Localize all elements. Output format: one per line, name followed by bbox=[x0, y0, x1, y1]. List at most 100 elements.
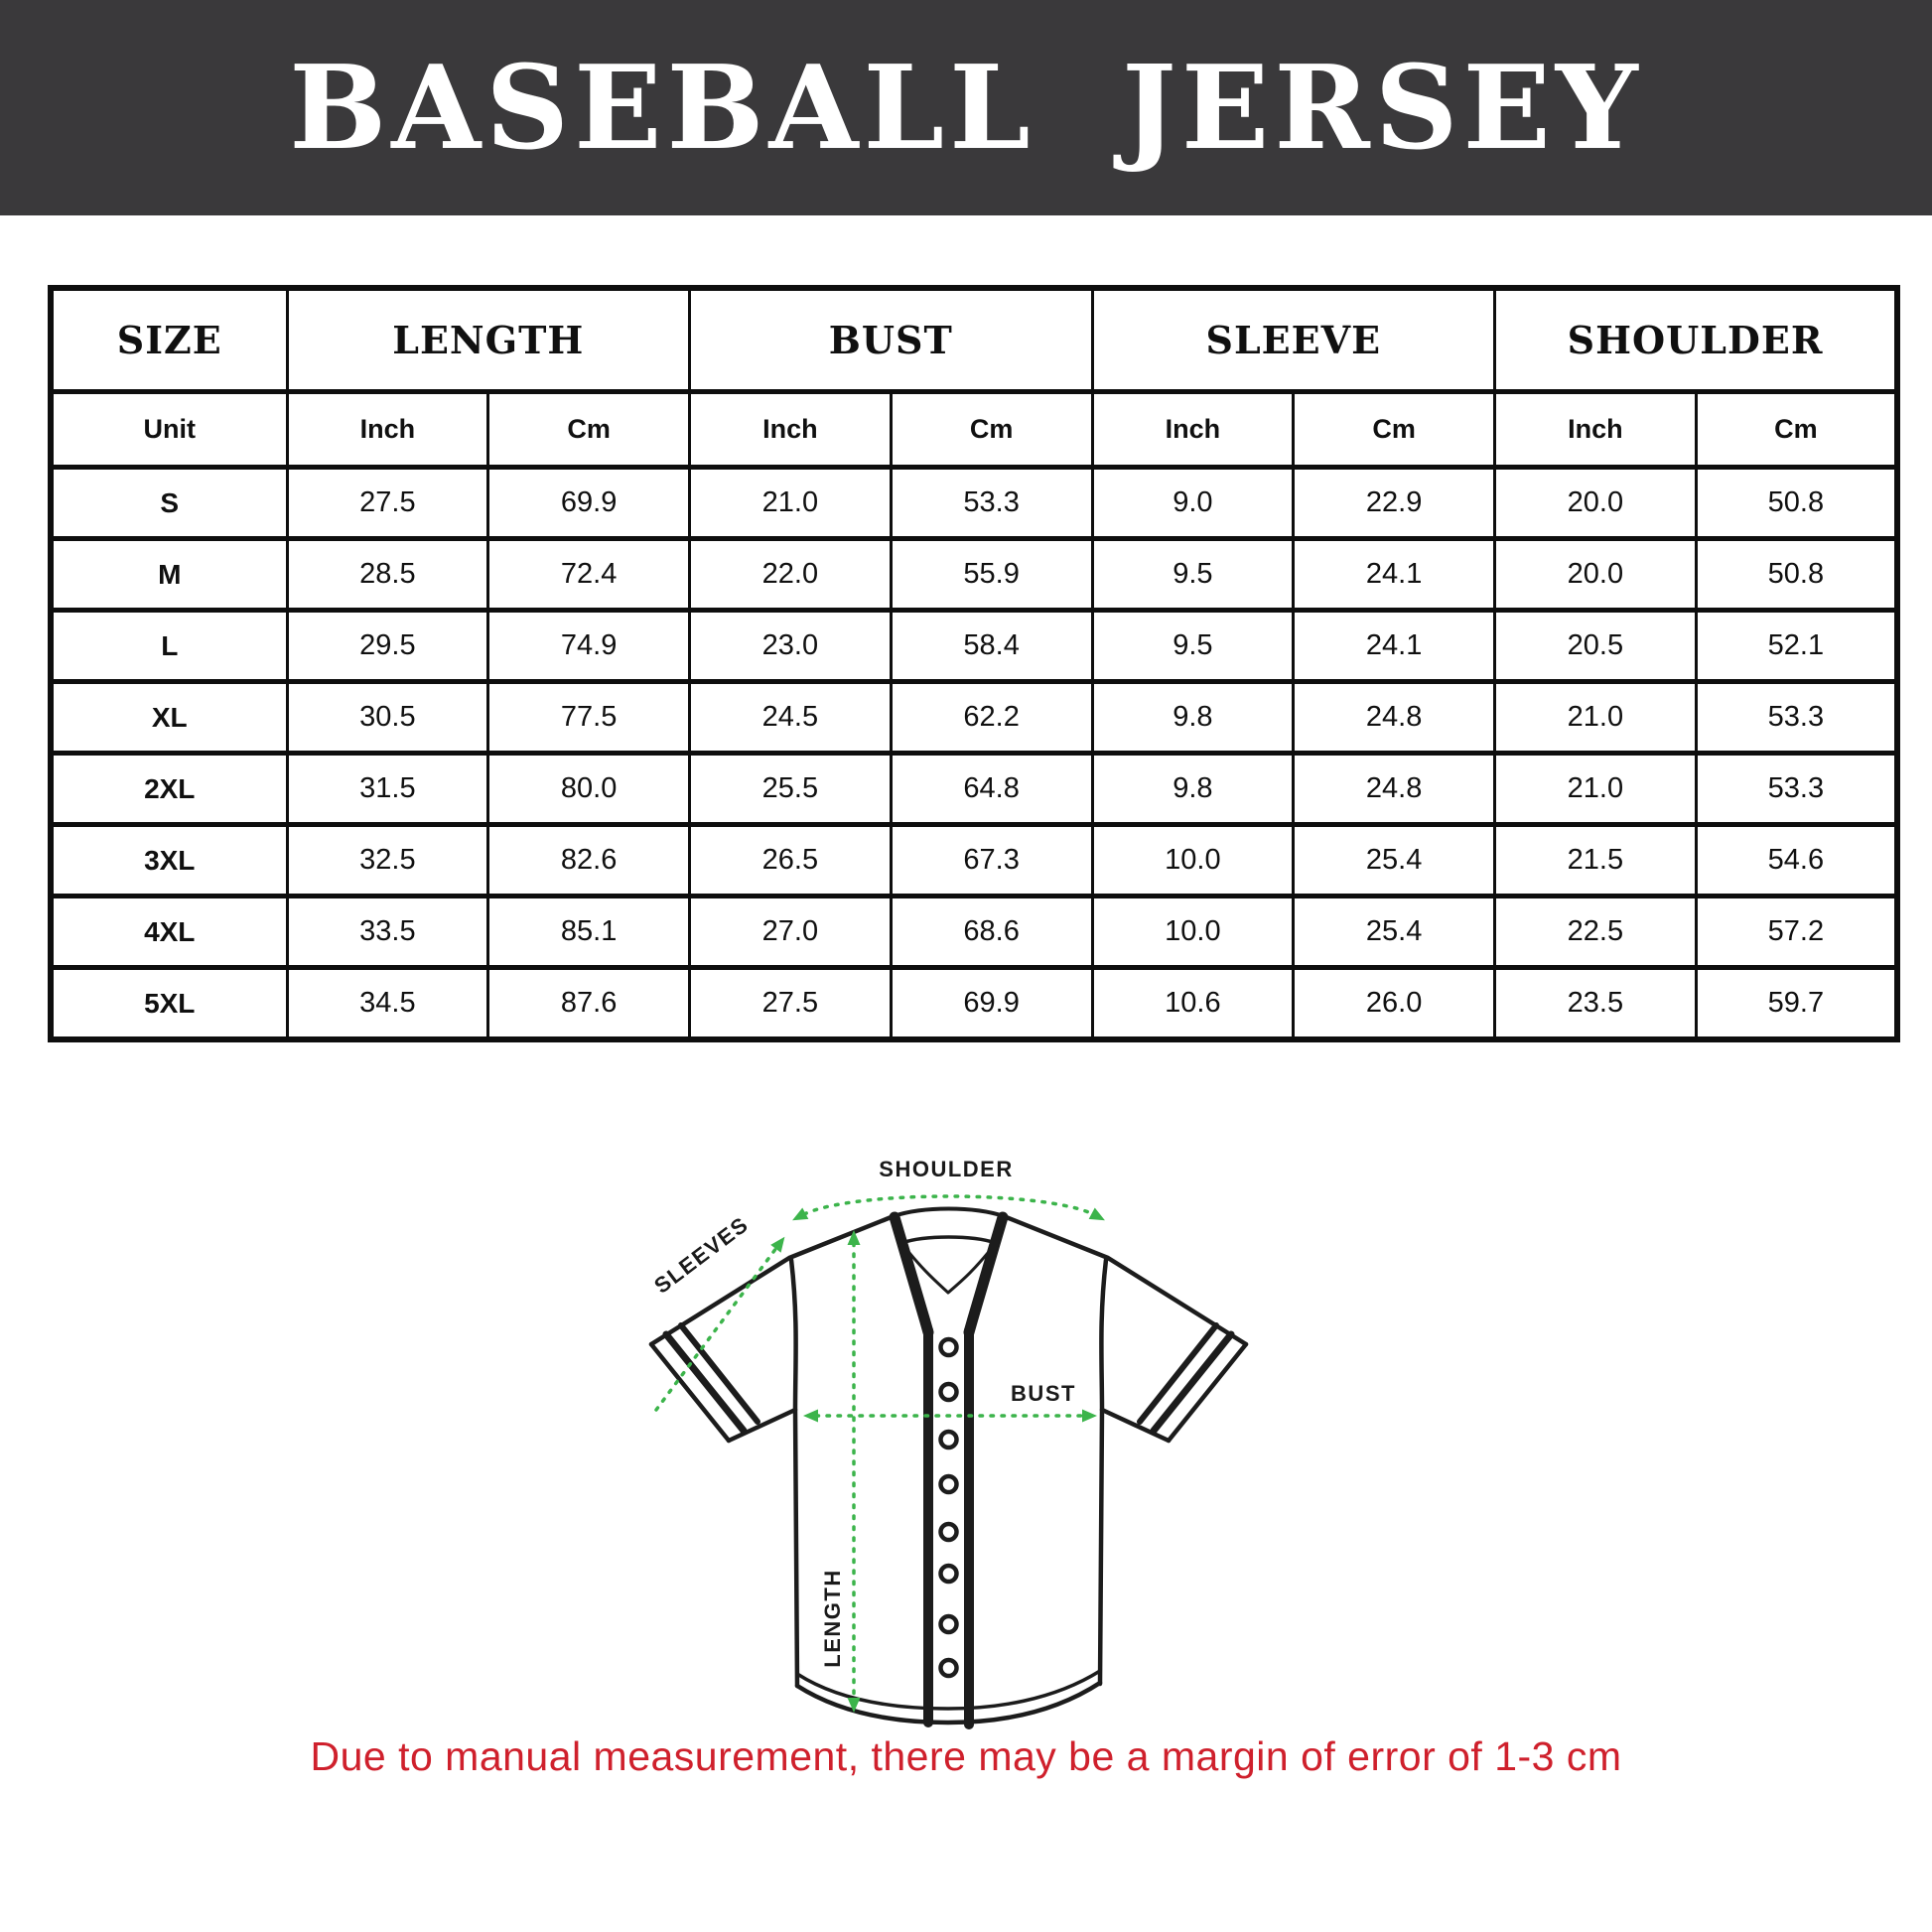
button-dot bbox=[938, 1429, 959, 1450]
measurement-cell: 54.6 bbox=[1694, 822, 1899, 898]
sleeves-measure-line bbox=[654, 1246, 778, 1412]
diagram-label-sleeves: SLEEVES bbox=[649, 1211, 753, 1298]
measurement-cell: 33.5 bbox=[285, 894, 490, 970]
size-cell: 5XL bbox=[49, 965, 289, 1042]
measurement-cell: 27.5 bbox=[285, 465, 490, 541]
size-cell: M bbox=[49, 536, 289, 613]
right-sleeve-stripe bbox=[1137, 1322, 1219, 1425]
button-dot bbox=[938, 1473, 959, 1495]
table-row: L 29.5 74.9 23.0 58.4 9.5 24.1 20.5 52.1 bbox=[49, 608, 1899, 684]
unit-cell: Inch bbox=[285, 389, 490, 470]
measurement-cell: 9.8 bbox=[1090, 751, 1296, 827]
arrowhead-icon bbox=[847, 1698, 861, 1713]
measurement-cell: 85.1 bbox=[486, 894, 691, 970]
size-chart-table: SIZE LENGTH BUST SLEEVE SHOULDER Unit In… bbox=[48, 285, 1901, 1042]
measurement-cell: 24.1 bbox=[1292, 608, 1497, 684]
measurement-cell: 9.0 bbox=[1090, 465, 1296, 541]
right-shoulder-sleeve-line bbox=[1001, 1213, 1249, 1347]
measurement-cell: 32.5 bbox=[285, 822, 490, 898]
measurement-cell: 59.7 bbox=[1694, 965, 1899, 1042]
table-row: 3XL 32.5 82.6 26.5 67.3 10.0 25.4 21.5 54.6 bbox=[49, 822, 1899, 898]
measurement-cell: 24.1 bbox=[1292, 536, 1497, 613]
unit-cell: Cm bbox=[486, 389, 691, 470]
measurement-cell: 9.5 bbox=[1090, 608, 1296, 684]
measurement-cell: 23.5 bbox=[1493, 965, 1698, 1042]
measurement-cell: 20.5 bbox=[1493, 608, 1698, 684]
header-band: BASEBALL JERSEY bbox=[0, 0, 1932, 215]
jersey-diagram-svg: SHOULDER SLEEVES BUST LENGTH bbox=[648, 1157, 1249, 1729]
button-dot bbox=[938, 1521, 959, 1543]
measurement-note: Due to manual measurement, there may be … bbox=[310, 1733, 1622, 1779]
measurement-cell: 28.5 bbox=[285, 536, 490, 613]
measurement-cell: 53.3 bbox=[1694, 751, 1899, 827]
measurement-cell: 9.8 bbox=[1090, 679, 1296, 756]
measurement-cell: 24.8 bbox=[1292, 751, 1497, 827]
size-cell: XL bbox=[49, 679, 289, 756]
measurement-cell: 69.9 bbox=[889, 965, 1094, 1042]
measurement-cell: 10.6 bbox=[1090, 965, 1296, 1042]
measurement-cell: 64.8 bbox=[889, 751, 1094, 827]
measurement-lines bbox=[654, 1194, 1095, 1702]
measurement-cell: 20.0 bbox=[1493, 536, 1698, 613]
measurement-cell: 24.5 bbox=[688, 679, 893, 756]
right-vneck-band bbox=[963, 1211, 1009, 1338]
shoulder-measure-arc bbox=[802, 1194, 1095, 1216]
left-shoulder-sleeve-line bbox=[648, 1213, 897, 1347]
jersey-outline bbox=[648, 1206, 1249, 1729]
button-dot bbox=[938, 1336, 959, 1358]
column-header-length: LENGTH bbox=[285, 285, 691, 394]
size-cell: 2XL bbox=[49, 751, 289, 827]
unit-cell: Inch bbox=[1493, 389, 1698, 470]
collar-inner-line bbox=[899, 1235, 998, 1245]
measurement-cell: 21.5 bbox=[1493, 822, 1698, 898]
arrowhead-icon bbox=[1082, 1409, 1097, 1423]
measurement-cell: 31.5 bbox=[285, 751, 490, 827]
measurement-cell: 27.5 bbox=[688, 965, 893, 1042]
right-underarm-line bbox=[1099, 1407, 1172, 1444]
measurement-cell: 26.0 bbox=[1292, 965, 1497, 1042]
left-sleeve-stripe bbox=[678, 1322, 760, 1425]
arrowhead-icon bbox=[803, 1409, 818, 1423]
size-cell: S bbox=[49, 465, 289, 541]
button-dot bbox=[938, 1613, 959, 1635]
table-row: 4XL 33.5 85.1 27.0 68.6 10.0 25.4 22.5 57.2 bbox=[49, 894, 1899, 970]
hem-inner-line bbox=[795, 1669, 1102, 1711]
measurement-cell: 24.8 bbox=[1292, 679, 1497, 756]
measurement-cell: 27.0 bbox=[688, 894, 893, 970]
measurement-cell: 50.8 bbox=[1694, 465, 1899, 541]
size-cell: 3XL bbox=[49, 822, 289, 898]
measurement-cell: 21.0 bbox=[1493, 679, 1698, 756]
arrowhead-icon bbox=[792, 1207, 809, 1221]
measurement-cell: 10.0 bbox=[1090, 822, 1296, 898]
measurement-cell: 22.9 bbox=[1292, 465, 1497, 541]
right-cuff-line bbox=[1166, 1341, 1249, 1444]
measurement-cell: 21.0 bbox=[688, 465, 893, 541]
measurement-cell: 55.9 bbox=[889, 536, 1094, 613]
measurement-cell: 25.5 bbox=[688, 751, 893, 827]
unit-cell: Cm bbox=[889, 389, 1094, 470]
measurement-cell: 21.0 bbox=[1493, 751, 1698, 827]
measurement-cell: 67.3 bbox=[889, 822, 1094, 898]
measurement-cell: 53.3 bbox=[889, 465, 1094, 541]
measurement-cell: 22.0 bbox=[688, 536, 893, 613]
size-cell: 4XL bbox=[49, 894, 289, 970]
measurement-cell: 9.5 bbox=[1090, 536, 1296, 613]
diagram-label-shoulder: SHOULDER bbox=[879, 1157, 1013, 1181]
measurement-cell: 30.5 bbox=[285, 679, 490, 756]
measurement-cell: 26.5 bbox=[688, 822, 893, 898]
arrowhead-icon bbox=[847, 1230, 861, 1245]
left-cuff-line bbox=[648, 1341, 732, 1444]
diagram-label-length: LENGTH bbox=[820, 1569, 845, 1667]
left-underarm-line bbox=[726, 1407, 798, 1444]
measurement-cell: 10.0 bbox=[1090, 894, 1296, 970]
table-row: 5XL 34.5 87.6 27.5 69.9 10.6 26.0 23.5 59.7 bbox=[49, 965, 1899, 1042]
arrowhead-icon bbox=[770, 1236, 785, 1253]
unit-header-cell: Unit bbox=[49, 389, 289, 470]
measurement-cell: 74.9 bbox=[486, 608, 691, 684]
measurement-cell: 50.8 bbox=[1694, 536, 1899, 613]
jersey-size-diagram: SHOULDER SLEEVES BUST LENGTH bbox=[594, 1110, 1338, 1805]
measurement-cell: 34.5 bbox=[285, 965, 490, 1042]
measurement-cell: 82.6 bbox=[486, 822, 691, 898]
measurement-cell: 52.1 bbox=[1694, 608, 1899, 684]
